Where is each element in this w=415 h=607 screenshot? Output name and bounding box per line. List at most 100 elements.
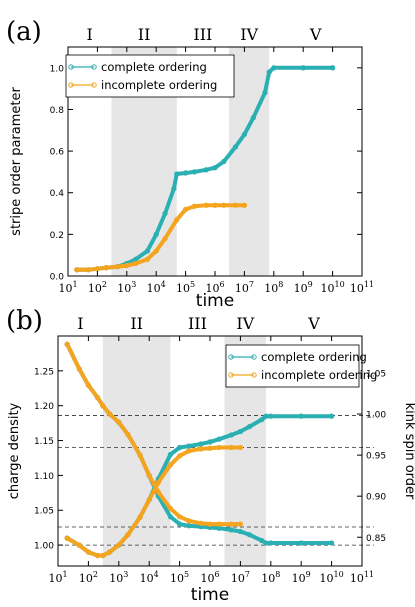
- x-tick-label: 108: [264, 280, 283, 295]
- y-tick-label: 0.8: [50, 106, 65, 116]
- phase-label: I: [87, 25, 93, 44]
- y-tick-label: 1.10: [34, 472, 54, 482]
- panel-a-series: [74, 65, 336, 273]
- panel-a-legend: complete ordering incomplete ordering: [65, 54, 235, 98]
- data-point: [137, 452, 143, 458]
- data-point: [237, 428, 244, 435]
- legend-marker: [228, 372, 234, 378]
- legend-label: incomplete ordering: [261, 368, 377, 382]
- data-point: [250, 115, 256, 121]
- y-tick-label: 0.4: [50, 189, 65, 199]
- y-tick-label: 1.15: [34, 437, 54, 447]
- data-point: [100, 403, 106, 409]
- data-point: [167, 451, 174, 458]
- data-point: [186, 523, 192, 529]
- data-point: [237, 444, 244, 451]
- data-point: [153, 248, 159, 254]
- panel-a-x-axis-label: time: [196, 291, 234, 311]
- y-tick-label: 1.00: [34, 542, 54, 552]
- data-point: [125, 531, 131, 538]
- x-tick-label: 105: [170, 570, 189, 585]
- series-line: [65, 445, 243, 558]
- panel-a-label: (a): [6, 17, 42, 47]
- x-tick-label: 106: [200, 570, 219, 585]
- data-point: [216, 521, 222, 527]
- data-point: [298, 540, 304, 546]
- data-point: [76, 366, 82, 372]
- legend-marker: [251, 354, 257, 360]
- y-tick-label: 1.25: [34, 367, 54, 377]
- data-point: [228, 527, 234, 533]
- x-tick-label: 102: [79, 570, 98, 585]
- data-point: [228, 432, 234, 438]
- data-point: [144, 248, 150, 254]
- data-point: [237, 528, 244, 535]
- data-point: [106, 411, 113, 417]
- x-tick-label: 101: [48, 570, 67, 585]
- data-point: [74, 267, 80, 273]
- data-point: [246, 532, 253, 538]
- data-point: [167, 462, 174, 468]
- x-tick-label: 103: [109, 570, 128, 585]
- legend-label: complete ordering: [101, 60, 207, 74]
- phase-label: III: [193, 25, 212, 44]
- data-point: [198, 441, 204, 447]
- x-tick-label: 104: [140, 570, 159, 585]
- data-point: [232, 202, 239, 208]
- panel-a-phase-labels: I II III IV V: [87, 25, 322, 44]
- data-point: [124, 262, 130, 269]
- data-point: [100, 552, 106, 559]
- data-point: [203, 202, 209, 208]
- panel-a: (a) I II III IV V 101 102 103 104 105 106 107 108 10…: [6, 17, 374, 311]
- y-tick-label: 1.05: [34, 507, 54, 517]
- data-point: [167, 514, 174, 520]
- data-point: [155, 479, 162, 486]
- data-point: [176, 453, 183, 459]
- data-point: [241, 202, 248, 208]
- data-point: [186, 518, 192, 524]
- data-point: [221, 158, 227, 165]
- data-point: [266, 69, 272, 75]
- x-tick-label: 107: [235, 280, 254, 295]
- x-tick-label: 106: [205, 280, 224, 295]
- x-tick-label: 101: [58, 280, 77, 295]
- data-point: [268, 540, 274, 546]
- data-point: [216, 436, 222, 442]
- x-tick-label: 1010: [320, 570, 344, 585]
- data-point: [133, 260, 139, 267]
- data-point: [153, 231, 159, 238]
- x-tick-label: 1011: [350, 280, 374, 295]
- data-point: [64, 341, 70, 347]
- legend-box: [65, 54, 235, 98]
- data-point: [258, 416, 265, 423]
- data-point: [116, 419, 122, 425]
- data-point: [94, 266, 101, 272]
- legend-label: incomplete ordering: [101, 78, 217, 92]
- data-point: [228, 521, 234, 527]
- panel-b-label: (b): [6, 306, 43, 336]
- x-tick-label: 107: [231, 570, 250, 585]
- data-point: [94, 394, 101, 401]
- data-point: [106, 549, 113, 555]
- panel-b: (b) I II III IV V 101 102 103 104 105 106 107 108 10…: [6, 306, 415, 605]
- panel-b-legend: complete ordering incomplete ordering: [225, 344, 377, 388]
- data-point: [268, 413, 274, 419]
- legend-marker: [68, 82, 74, 88]
- data-point: [144, 256, 150, 262]
- data-point: [174, 217, 180, 223]
- data-point: [186, 448, 192, 454]
- data-point: [228, 444, 234, 451]
- y-tick-label: 0.0: [50, 273, 65, 283]
- data-point: [155, 489, 162, 495]
- data-point: [125, 431, 131, 438]
- series-line: [65, 342, 243, 527]
- data-point: [116, 542, 122, 548]
- legend-marker: [251, 372, 257, 378]
- phase-label: I: [77, 314, 83, 333]
- data-point: [85, 382, 92, 388]
- x-tick-label: 108: [261, 570, 280, 585]
- data-point: [328, 413, 335, 419]
- y-tick-label: 0.6: [50, 148, 65, 158]
- data-point: [271, 65, 277, 71]
- y2-tick-label: 0.95: [366, 452, 386, 462]
